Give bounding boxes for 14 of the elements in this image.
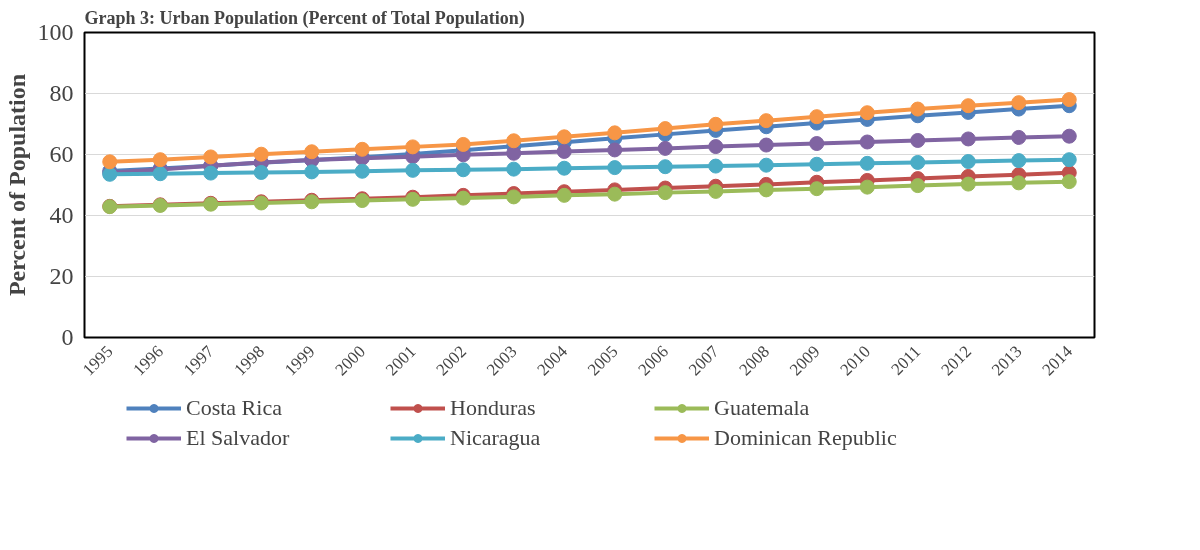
- y-tick-label: 60: [49, 141, 74, 167]
- legend-label: Honduras: [450, 395, 537, 421]
- y-tick-label: 80: [49, 80, 74, 106]
- y-axis-title: Percent of Population: [3, 73, 30, 297]
- legend-label: Guatemala: [714, 395, 811, 421]
- y-tick-label: 40: [49, 202, 74, 228]
- chart-title: Graph 3: Urban Population (Percent of Total Population): [84, 7, 525, 29]
- y-tick-label: 20: [49, 263, 74, 289]
- y-tick-label: 100: [37, 19, 74, 45]
- y-tick-label: 0: [61, 324, 74, 350]
- legend-label: Nicaragua: [450, 425, 542, 451]
- legend-label: El Salvador: [186, 425, 291, 451]
- legend-label: Costa Rica: [186, 395, 283, 421]
- legend-label: Dominican Republic: [714, 425, 898, 451]
